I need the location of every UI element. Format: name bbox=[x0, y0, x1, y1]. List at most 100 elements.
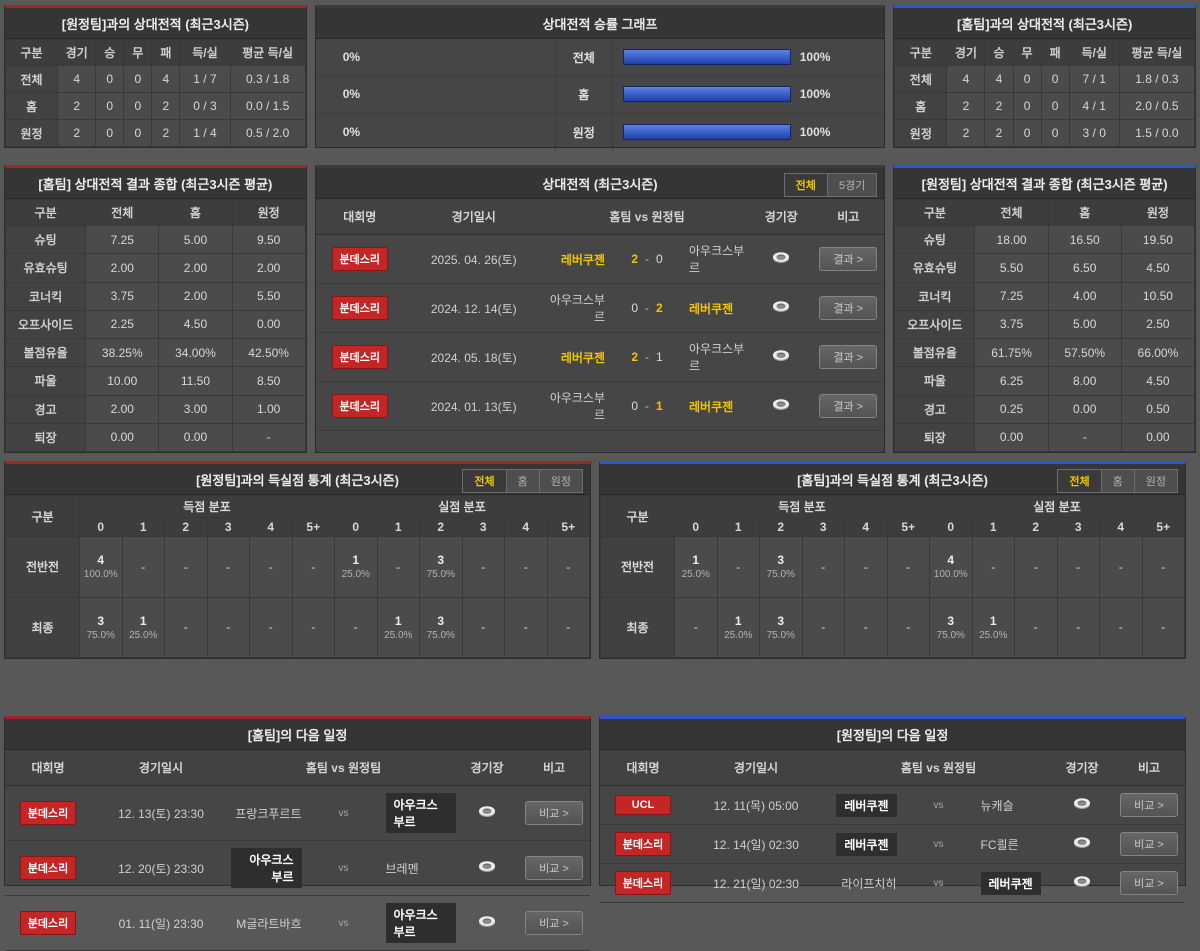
cell-value: 0 bbox=[1040, 119, 1070, 147]
column-header: 홈팀 vs 원정팀 bbox=[826, 750, 1051, 786]
result-button[interactable]: 결과 > bbox=[819, 394, 878, 418]
row-label: 유효슈팅 bbox=[894, 253, 976, 283]
goal-count-header: 0 bbox=[674, 517, 718, 537]
count-percent: 100.0% bbox=[83, 569, 118, 581]
summary-home-table: 구분 전체 홈 원정 슈팅 7.25 5.00 9.50 유효슈팅 2.00 2.00 2.00 코너킥… bbox=[4, 199, 306, 453]
count-percent: 75.0% bbox=[86, 629, 115, 641]
cell-empty: - bbox=[1099, 596, 1143, 658]
match-date: 12. 20(토) 23:30 bbox=[91, 840, 231, 896]
result-button[interactable]: 결과 > bbox=[819, 247, 878, 271]
scored-group-header: 득점 분포 bbox=[79, 495, 335, 518]
row-label: 원정 bbox=[4, 119, 59, 147]
column-header: 비고 bbox=[518, 750, 590, 786]
panel-winrate-graph: 상대전적 승률 그래프 0% 전체 100% 0% 홈 100% 0% 원정 100% bbox=[314, 5, 886, 151]
home-team-name: 레버쿠젠 bbox=[836, 832, 897, 856]
cell-value: 19.50 bbox=[1120, 224, 1196, 255]
compare-button[interactable]: 비교 > bbox=[1120, 871, 1178, 895]
cell-value: 3 / 0 bbox=[1068, 119, 1120, 147]
row-label: 전반전 bbox=[600, 536, 675, 598]
tab-active[interactable]: 전체 bbox=[783, 173, 828, 197]
league-badge: 분데스리 bbox=[331, 394, 388, 418]
column-header: 승 bbox=[95, 39, 125, 66]
cell-value: 66.00% bbox=[1120, 337, 1196, 368]
panel-title: [원정팀] 상대전적 결과 종합 (최근3시즌 평균) bbox=[894, 168, 1196, 199]
away-team-name: 아우크스부르 bbox=[385, 903, 456, 943]
cell-value: 0.00 bbox=[85, 422, 160, 453]
away-score: 2 bbox=[656, 301, 663, 315]
cell-value: 3.75 bbox=[85, 281, 160, 311]
count-header-row: 0 1 2 3 4 5+ 0 1 2 3 4 5+ bbox=[601, 517, 1185, 537]
league-badge: 분데스리 bbox=[615, 871, 671, 895]
tab-inactive[interactable]: 5경기 bbox=[826, 173, 878, 197]
conceded-group-header: 실점 분포 bbox=[929, 495, 1185, 518]
cell-value: 2 bbox=[57, 119, 97, 147]
column-header: 경기일시 bbox=[91, 750, 231, 786]
cell-value: 6.50 bbox=[1047, 253, 1122, 283]
table-row: 경고 2.00 3.00 1.00 bbox=[4, 394, 306, 424]
panel-schedule-away: [원정팀]의 다음 일정 대회명 경기일시 홈팀 vs 원정팀 경기장 비고 UCL 12.… bbox=[599, 716, 1186, 903]
match-date: 12. 13(토) 23:30 bbox=[91, 785, 231, 841]
column-header: 경기장 bbox=[750, 199, 813, 235]
tab-inactive[interactable]: 홈 bbox=[505, 469, 540, 493]
cell-value: 10.00 bbox=[85, 366, 160, 396]
away-team-name: 아우크스부르 bbox=[689, 342, 745, 373]
row-label: 오프사이드 bbox=[894, 309, 976, 340]
column-header: 평균 득/실 bbox=[229, 39, 306, 66]
home-team-name: 아우크스부르 bbox=[231, 848, 302, 888]
graph-row: 0% 전체 100% bbox=[315, 39, 885, 77]
cell-empty: - bbox=[291, 596, 335, 658]
league-badge: 분데스리 bbox=[615, 832, 671, 856]
tab-inactive[interactable]: 원정 bbox=[1133, 469, 1178, 493]
row-label: 퇴장 bbox=[4, 422, 87, 453]
cell-empty: - bbox=[971, 536, 1015, 598]
column-header: 대회명 bbox=[5, 750, 91, 786]
tab-active[interactable]: 전체 bbox=[1057, 469, 1102, 493]
cell-value: 2 bbox=[151, 92, 181, 120]
compare-button[interactable]: 비교 > bbox=[525, 801, 583, 825]
tab-inactive[interactable]: 홈 bbox=[1100, 469, 1135, 493]
cell-value: 2.00 bbox=[158, 253, 233, 283]
away-team-name: 레버쿠젠 bbox=[689, 399, 734, 414]
cell-value: 7.25 bbox=[974, 281, 1049, 311]
goal-count-header: 1 bbox=[121, 517, 165, 537]
away-team-name: 아우크스부르 bbox=[385, 793, 456, 833]
row-label: 경고 bbox=[4, 394, 87, 424]
cell-empty: - bbox=[291, 536, 335, 598]
row-label: 퇴장 bbox=[894, 422, 976, 453]
cell-value: 0 bbox=[1012, 119, 1042, 147]
group-header-row: 구분 득점 분포 실점 분포 bbox=[5, 495, 590, 537]
table-row: 전체 4 0 0 4 1 / 7 0.3 / 1.8 bbox=[4, 65, 306, 93]
tab-active[interactable]: 전체 bbox=[462, 469, 507, 493]
count-value: 4 bbox=[97, 553, 105, 568]
left-percent-label: 0% bbox=[342, 125, 361, 140]
cell-value: 0 bbox=[95, 92, 125, 120]
score-dash: - bbox=[645, 252, 650, 266]
compare-button[interactable]: 비교 > bbox=[525, 856, 583, 880]
table-row: 퇴장 0.00 0.00- bbox=[4, 422, 306, 453]
table-row: 볼점유율 38.25% 34.00% 42.50% bbox=[4, 337, 306, 368]
vs-label: vs bbox=[933, 838, 944, 850]
cell-count: 1 25.0% bbox=[121, 596, 165, 658]
compare-button[interactable]: 비교 > bbox=[1120, 832, 1178, 856]
table-row: 슈팅 18.00 16.50 19.50 bbox=[894, 224, 1196, 255]
cell-value: 34.00% bbox=[158, 337, 233, 368]
goal-count-header: 5+ bbox=[886, 517, 930, 537]
row-label: 전체 bbox=[894, 65, 948, 93]
cell-empty: - bbox=[801, 536, 845, 598]
result-button[interactable]: 결과 > bbox=[819, 296, 878, 320]
goal-count-header: 2 bbox=[759, 517, 803, 537]
result-button[interactable]: 결과 > bbox=[819, 345, 878, 369]
tab-inactive[interactable]: 원정 bbox=[538, 469, 583, 493]
column-header: 승 bbox=[984, 39, 1014, 66]
home-score: 2 bbox=[631, 350, 639, 364]
panel-summary-home: [홈팀] 상대전적 결과 종합 (최근3시즌 평균) 구분 전체 홈 원정 슈팅 7.25… bbox=[4, 165, 307, 453]
row-label: 원정 bbox=[894, 119, 948, 147]
column-header: 비고 bbox=[1113, 750, 1185, 786]
compare-button[interactable]: 비교 > bbox=[525, 911, 583, 935]
compare-button[interactable]: 비교 > bbox=[1120, 793, 1178, 817]
count-value: 1 bbox=[352, 553, 360, 568]
table-row: 오프사이드 3.75 5.00 2.50 bbox=[894, 309, 1196, 340]
count-value: 1 bbox=[394, 613, 402, 628]
cell-value: 1.5 / 0.0 bbox=[1118, 119, 1196, 147]
